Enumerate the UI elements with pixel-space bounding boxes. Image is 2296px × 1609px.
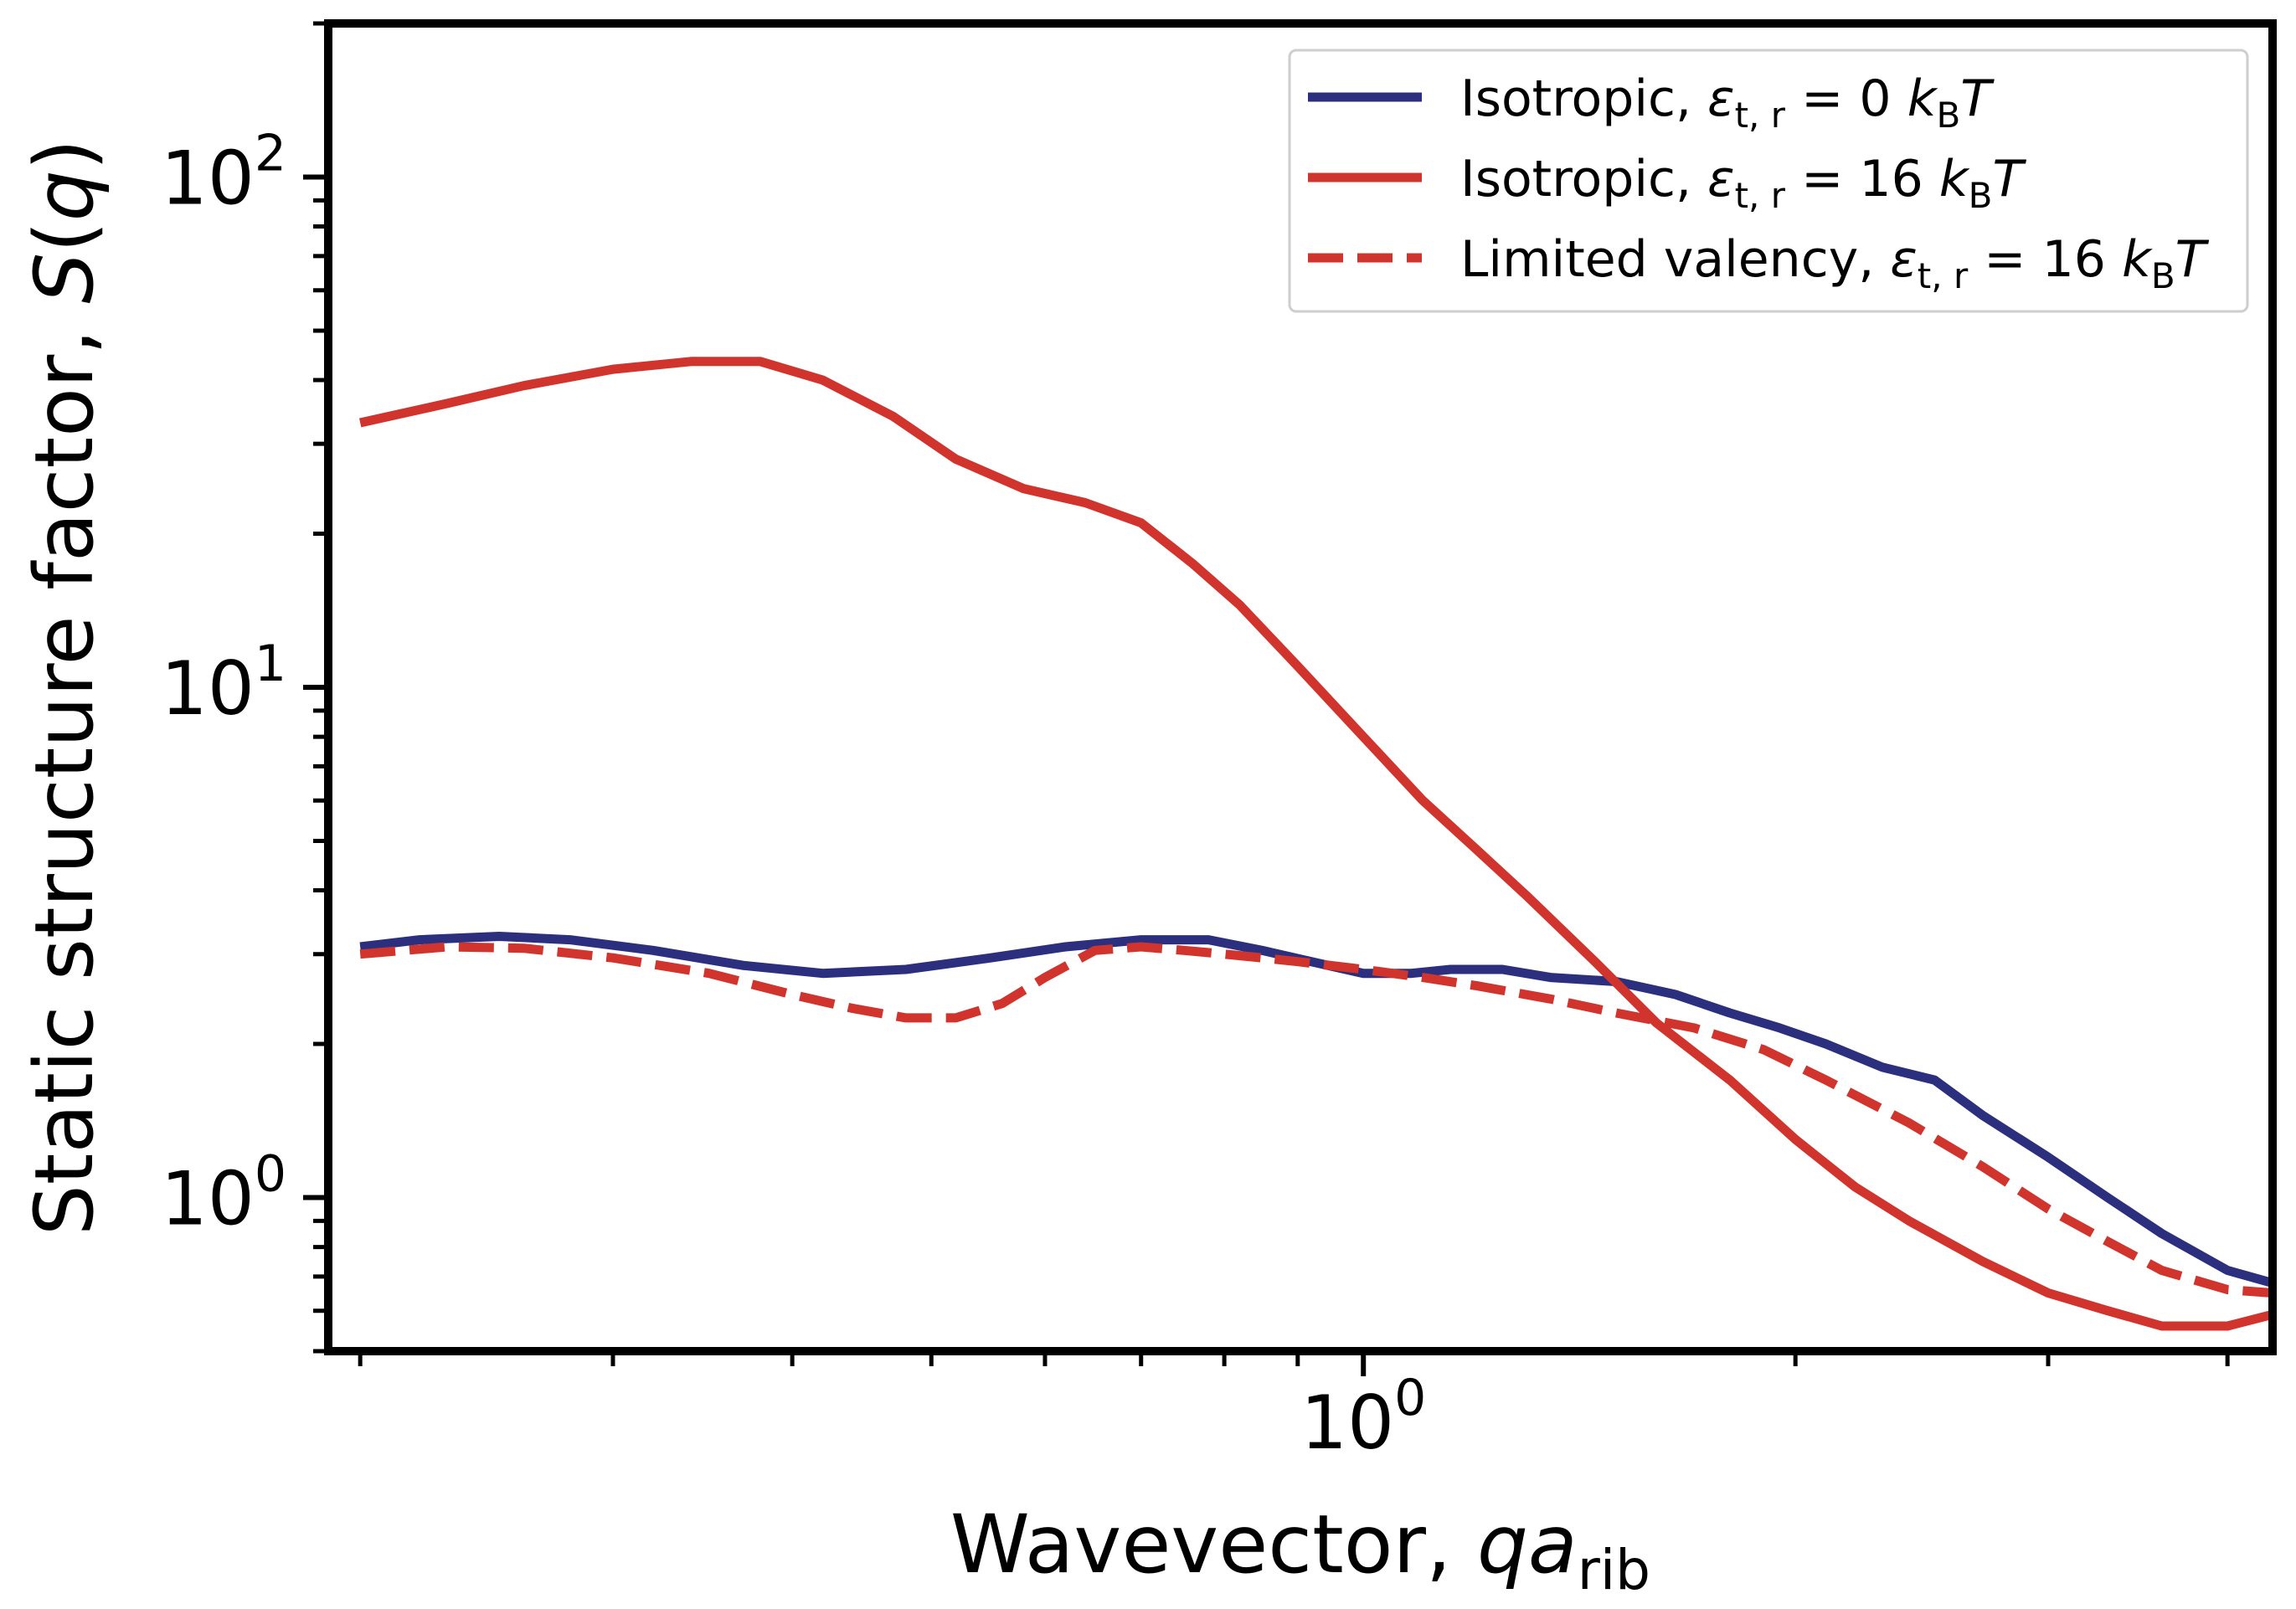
series-line-3 — [359, 942, 2273, 1298]
y-tick-label-1: 100 — [161, 1145, 286, 1242]
series-line-1 — [359, 932, 2273, 1288]
legend-label-3: Limited valency, εt, r = 16 kBT — [1460, 230, 2210, 296]
x-tick-label-1: 100 — [1300, 1369, 1426, 1466]
legend: Isotropic, εt, r = 0 kBT Isotropic, εt, r… — [1288, 49, 2249, 313]
legend-label-2: Isotropic, εt, r = 16 kBT — [1460, 150, 2026, 216]
x-axis-title: Wavevector, qarib — [950, 1498, 1650, 1602]
plot-frame — [324, 19, 2277, 1355]
series-line-2 — [359, 357, 2273, 1331]
y-axis-title: Static structure factor, S(q) — [18, 139, 111, 1236]
y-tick-label-2: 101 — [161, 635, 286, 732]
labels-layer: 100 100 101 102 Wavevector, qarib Static stru… — [18, 124, 1650, 1602]
legend-label-1: Isotropic, εt, r = 0 kBT — [1460, 69, 1995, 136]
legend-box — [1288, 49, 2249, 313]
y-tick-label-3: 102 — [161, 124, 286, 221]
series-layer — [359, 357, 2273, 1331]
